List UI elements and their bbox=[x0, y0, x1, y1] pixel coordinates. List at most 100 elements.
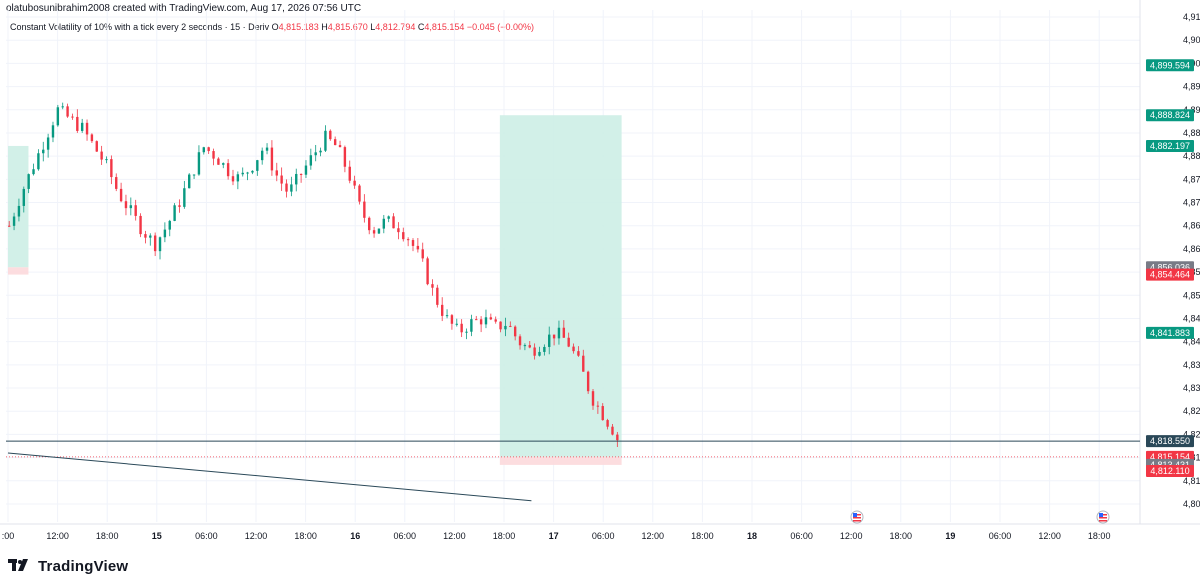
candle-up bbox=[236, 174, 240, 182]
candle-down bbox=[567, 337, 570, 347]
time-tick-label: 17 bbox=[549, 531, 559, 541]
candle-down bbox=[406, 239, 410, 241]
price-tick-label: 4,885.000 bbox=[1183, 128, 1200, 138]
candle-up bbox=[290, 184, 293, 192]
candle-down bbox=[119, 188, 123, 202]
price-badge bbox=[1146, 435, 1194, 448]
candle-down bbox=[144, 234, 147, 238]
candle-up bbox=[314, 152, 317, 156]
candle-down bbox=[426, 258, 429, 285]
price-badge-text: 4,813.431 bbox=[1150, 460, 1190, 470]
position-target-zone bbox=[499, 115, 622, 457]
candle-down bbox=[392, 216, 395, 229]
candle-down bbox=[440, 304, 444, 316]
time-tick-label: 06:00 bbox=[394, 531, 417, 541]
time-tick-label: 12:00 bbox=[642, 531, 665, 541]
price-tick-label: 4,810.000 bbox=[1183, 476, 1200, 486]
candle-down bbox=[518, 336, 522, 346]
candle-down bbox=[363, 201, 366, 218]
ohlc-legend: Constant Volatility of 10% with a tick e… bbox=[10, 22, 534, 32]
position-stop-zone bbox=[499, 456, 622, 465]
flag-stripe bbox=[1099, 517, 1107, 519]
candle-down bbox=[582, 355, 585, 372]
price-tick-label: 4,860.000 bbox=[1183, 244, 1200, 254]
time-tick-label: 16 bbox=[350, 531, 360, 541]
candle-up bbox=[543, 346, 546, 352]
candle-down bbox=[90, 134, 94, 142]
price-tick-label: 4,805.000 bbox=[1183, 499, 1200, 509]
time-tick-label: 12:00 bbox=[46, 531, 69, 541]
candle-down bbox=[270, 147, 274, 171]
candle-down bbox=[207, 147, 210, 152]
creator-text: olatubosunibrahim2008 created with Tradi… bbox=[6, 3, 362, 14]
candle-down bbox=[231, 176, 235, 182]
flag-stripe bbox=[853, 517, 861, 519]
candle-down bbox=[338, 145, 342, 148]
price-badge bbox=[1146, 326, 1194, 339]
candle-down bbox=[577, 351, 580, 356]
open-value: 4,815.183 bbox=[278, 22, 319, 32]
candle-down bbox=[528, 345, 531, 348]
flag-stripe bbox=[1099, 520, 1107, 522]
price-tick-label: 4,865.000 bbox=[1183, 221, 1200, 231]
time-tick-label: 18:00 bbox=[1088, 531, 1111, 541]
candle-up bbox=[149, 235, 152, 238]
time-tick-label: 06:00 bbox=[989, 531, 1012, 541]
candle-up bbox=[557, 327, 561, 339]
candle-down bbox=[110, 159, 113, 178]
price-tick-label: 4,835.000 bbox=[1183, 360, 1200, 370]
price-badge bbox=[1146, 109, 1194, 122]
candle-down bbox=[178, 205, 181, 207]
candle-up bbox=[382, 218, 386, 229]
price-tick-label: 4,840.000 bbox=[1183, 337, 1200, 347]
candle-up bbox=[241, 172, 244, 175]
candle-up bbox=[265, 147, 269, 151]
price-tick-label: 4,905.000 bbox=[1183, 35, 1200, 45]
candle-up bbox=[470, 319, 473, 332]
price-badge bbox=[1146, 59, 1194, 72]
price-badge-text: 4,841.883 bbox=[1150, 328, 1190, 338]
candle-down bbox=[358, 185, 361, 202]
candle-up bbox=[246, 172, 249, 174]
candle-down bbox=[591, 391, 595, 406]
price-tick-label: 4,820.000 bbox=[1183, 429, 1200, 439]
candle-down bbox=[66, 106, 69, 117]
candle-down bbox=[353, 180, 356, 186]
candle-up bbox=[484, 317, 488, 325]
candle-down bbox=[460, 323, 463, 333]
trend-line[interactable] bbox=[7, 452, 532, 502]
candle-up bbox=[523, 345, 527, 347]
price-tick-label: 4,875.000 bbox=[1183, 174, 1200, 184]
price-badge bbox=[1146, 268, 1194, 281]
candle-down bbox=[552, 334, 556, 339]
candle-up bbox=[168, 220, 171, 230]
chart-header: olatubosunibrahim2008 created with Tradi… bbox=[0, 0, 1200, 18]
time-tick-label: 12:00 bbox=[1038, 531, 1061, 541]
candle-up bbox=[538, 351, 541, 356]
high-label: H bbox=[321, 22, 328, 32]
candle-down bbox=[139, 215, 142, 235]
price-tick-label: 4,895.000 bbox=[1183, 82, 1200, 92]
candle-up bbox=[251, 170, 254, 173]
candle-down bbox=[124, 201, 128, 209]
time-tick-label: 18:00 bbox=[493, 531, 516, 541]
candle-up bbox=[163, 229, 167, 238]
candle-down bbox=[431, 284, 434, 288]
candle-down bbox=[416, 245, 420, 250]
candle-down bbox=[368, 217, 371, 231]
candle-up bbox=[17, 205, 21, 217]
symbol-description[interactable]: Constant Volatility of 10% with a tick e… bbox=[10, 22, 270, 32]
candle-down bbox=[8, 225, 11, 227]
candle-up bbox=[202, 147, 206, 153]
candle-down bbox=[153, 235, 157, 252]
candle-down bbox=[596, 405, 600, 407]
price-tick-label: 4,830.000 bbox=[1183, 383, 1200, 393]
brand-footer: TradingView bbox=[8, 556, 128, 576]
candle-up bbox=[80, 122, 84, 131]
candle-up bbox=[445, 315, 449, 317]
time-tick-label: :00 bbox=[2, 531, 15, 541]
change-value: −0.045 (−0.00%) bbox=[466, 22, 534, 32]
candle-down bbox=[499, 321, 502, 330]
time-tick-label: 19 bbox=[945, 531, 955, 541]
